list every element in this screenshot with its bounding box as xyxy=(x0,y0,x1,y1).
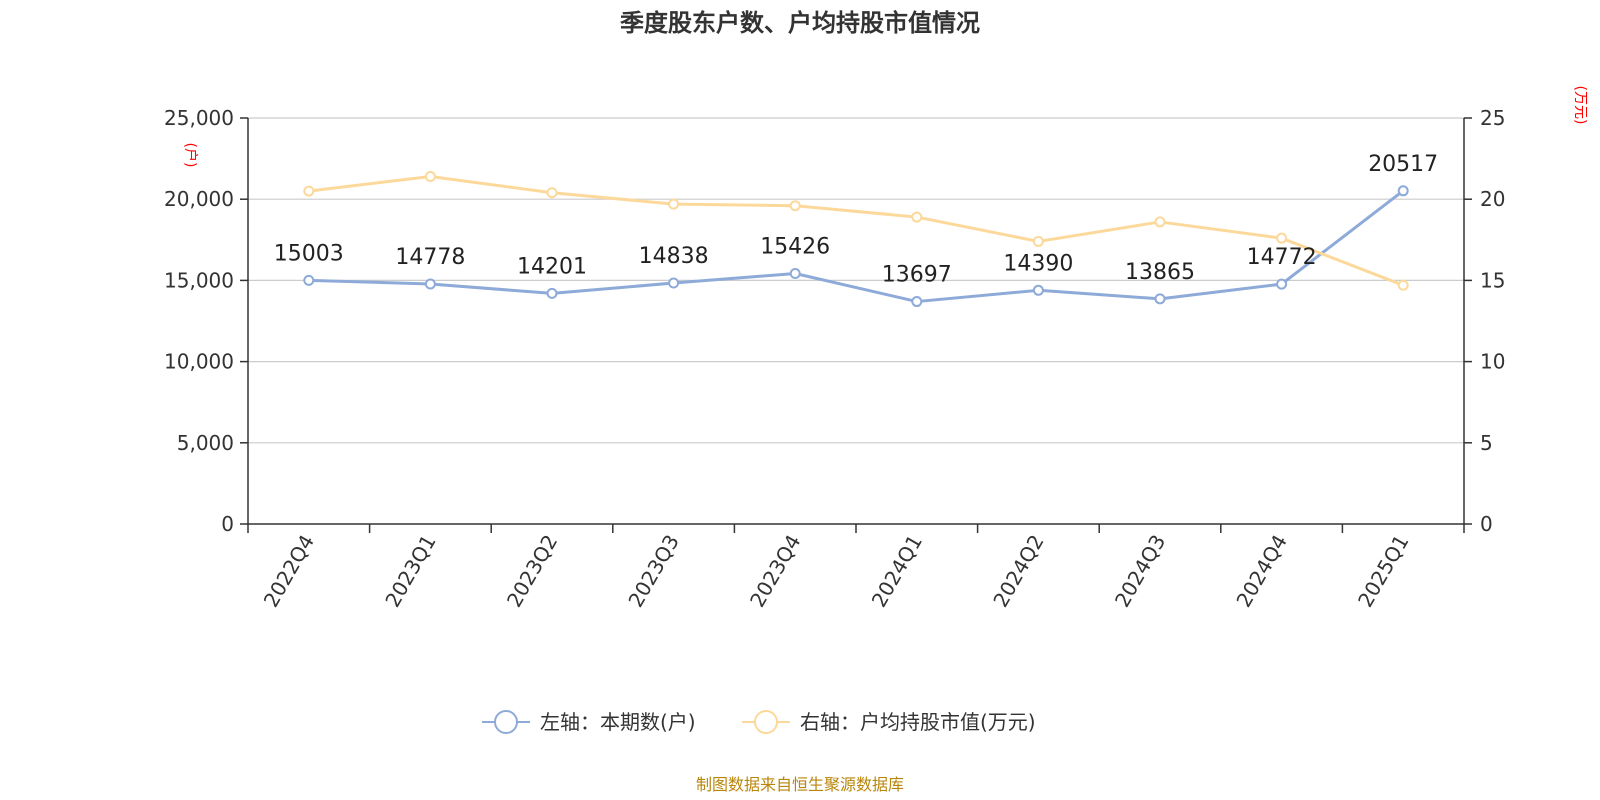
legend-label-2[interactable]: 右轴：户均持股市值(万元) xyxy=(800,710,1036,734)
left-tick-label: 5,000 xyxy=(177,431,234,455)
data-label: 14838 xyxy=(639,244,709,269)
data-point-2[interactable] xyxy=(303,185,315,197)
data-point-2[interactable] xyxy=(1397,279,1409,291)
right-tick-label: 20 xyxy=(1480,187,1505,211)
left-tick-label: 25,000 xyxy=(164,106,234,130)
data-point-2[interactable] xyxy=(1276,232,1288,244)
x-tick-label: 2024Q4 xyxy=(1231,531,1291,612)
left-tick-label: 10,000 xyxy=(164,350,234,374)
data-label: 20517 xyxy=(1368,152,1438,177)
data-point-2[interactable] xyxy=(911,211,923,223)
chart-title: 季度股东户数、户均持股市值情况 xyxy=(620,9,980,37)
data-label: 14772 xyxy=(1247,245,1317,270)
data-point-1[interactable] xyxy=(789,267,801,279)
data-point-1[interactable] xyxy=(668,277,680,289)
data-label: 15426 xyxy=(760,234,830,259)
x-tick-label: 2023Q2 xyxy=(502,531,562,612)
right-tick-label: 10 xyxy=(1480,350,1505,374)
x-tick-label: 2025Q1 xyxy=(1353,531,1413,612)
series-line-1 xyxy=(308,189,1405,304)
legend-label-1[interactable]: 左轴：本期数(户) xyxy=(540,710,696,734)
data-point-2[interactable] xyxy=(789,200,801,212)
right-tick-label: 15 xyxy=(1480,268,1505,292)
x-tick-label: 2022Q4 xyxy=(259,531,319,612)
data-label: 14390 xyxy=(1003,251,1073,276)
data-point-1[interactable] xyxy=(911,296,923,308)
data-label: 13697 xyxy=(882,263,952,288)
data-point-2[interactable] xyxy=(1154,216,1166,228)
data-point-1[interactable] xyxy=(1397,185,1409,197)
data-point-1[interactable] xyxy=(424,278,436,290)
series-layer xyxy=(303,170,1409,308)
legend[interactable]: 左轴：本期数(户) 右轴：户均持股市值(万元) xyxy=(482,710,1036,734)
x-tick-label: 2024Q1 xyxy=(867,531,927,612)
data-point-2[interactable] xyxy=(668,198,680,210)
data-label: 13865 xyxy=(1125,260,1195,285)
data-point-2[interactable] xyxy=(424,170,436,182)
data-point-1[interactable] xyxy=(303,274,315,286)
left-tick-label: 15,000 xyxy=(164,268,234,292)
data-point-1[interactable] xyxy=(1032,284,1044,296)
left-tick-label: 0 xyxy=(221,512,234,536)
x-tick-label: 2024Q3 xyxy=(1110,531,1170,612)
data-point-2[interactable] xyxy=(546,187,558,199)
x-tick-label: 2023Q1 xyxy=(380,531,440,612)
series-line-2 xyxy=(308,174,1404,287)
legend-marker-1[interactable] xyxy=(494,710,518,734)
right-tick-label: 25 xyxy=(1480,106,1505,130)
data-point-2[interactable] xyxy=(1032,235,1044,247)
x-tick-label: 2023Q4 xyxy=(745,531,805,612)
source-note: 制图数据来自恒生聚源数据库 xyxy=(696,775,904,794)
x-axis-ticks: 2022Q4 2023Q1 2023Q2 2023Q3 2023Q4 2024Q1 2024… xyxy=(247,524,1465,612)
right-axis-ticks: 0 5 10 15 20 25 xyxy=(1464,106,1505,536)
data-label: 14201 xyxy=(517,254,587,279)
gridlines xyxy=(248,117,1464,444)
left-axis-unit: (户) xyxy=(182,143,199,168)
legend-marker-2[interactable] xyxy=(754,710,778,734)
data-point-1[interactable] xyxy=(546,287,558,299)
data-point-1[interactable] xyxy=(1154,293,1166,305)
right-tick-label: 0 xyxy=(1480,512,1493,536)
data-label: 15003 xyxy=(274,241,344,266)
left-axis-ticks: 0 5,000 10,000 15,000 20,000 25,000 xyxy=(164,106,248,536)
x-tick-label: 2024Q2 xyxy=(988,531,1048,612)
data-labels: 15003 14778 14201 14838 15426 13697 14390 13865… xyxy=(274,152,1438,288)
left-tick-label: 20,000 xyxy=(164,187,234,211)
right-axis-unit: (万元) xyxy=(1572,86,1588,125)
right-tick-label: 5 xyxy=(1480,431,1493,455)
data-label: 14778 xyxy=(395,245,465,270)
data-point-1[interactable] xyxy=(1276,278,1288,290)
x-tick-label: 2023Q3 xyxy=(623,531,683,612)
